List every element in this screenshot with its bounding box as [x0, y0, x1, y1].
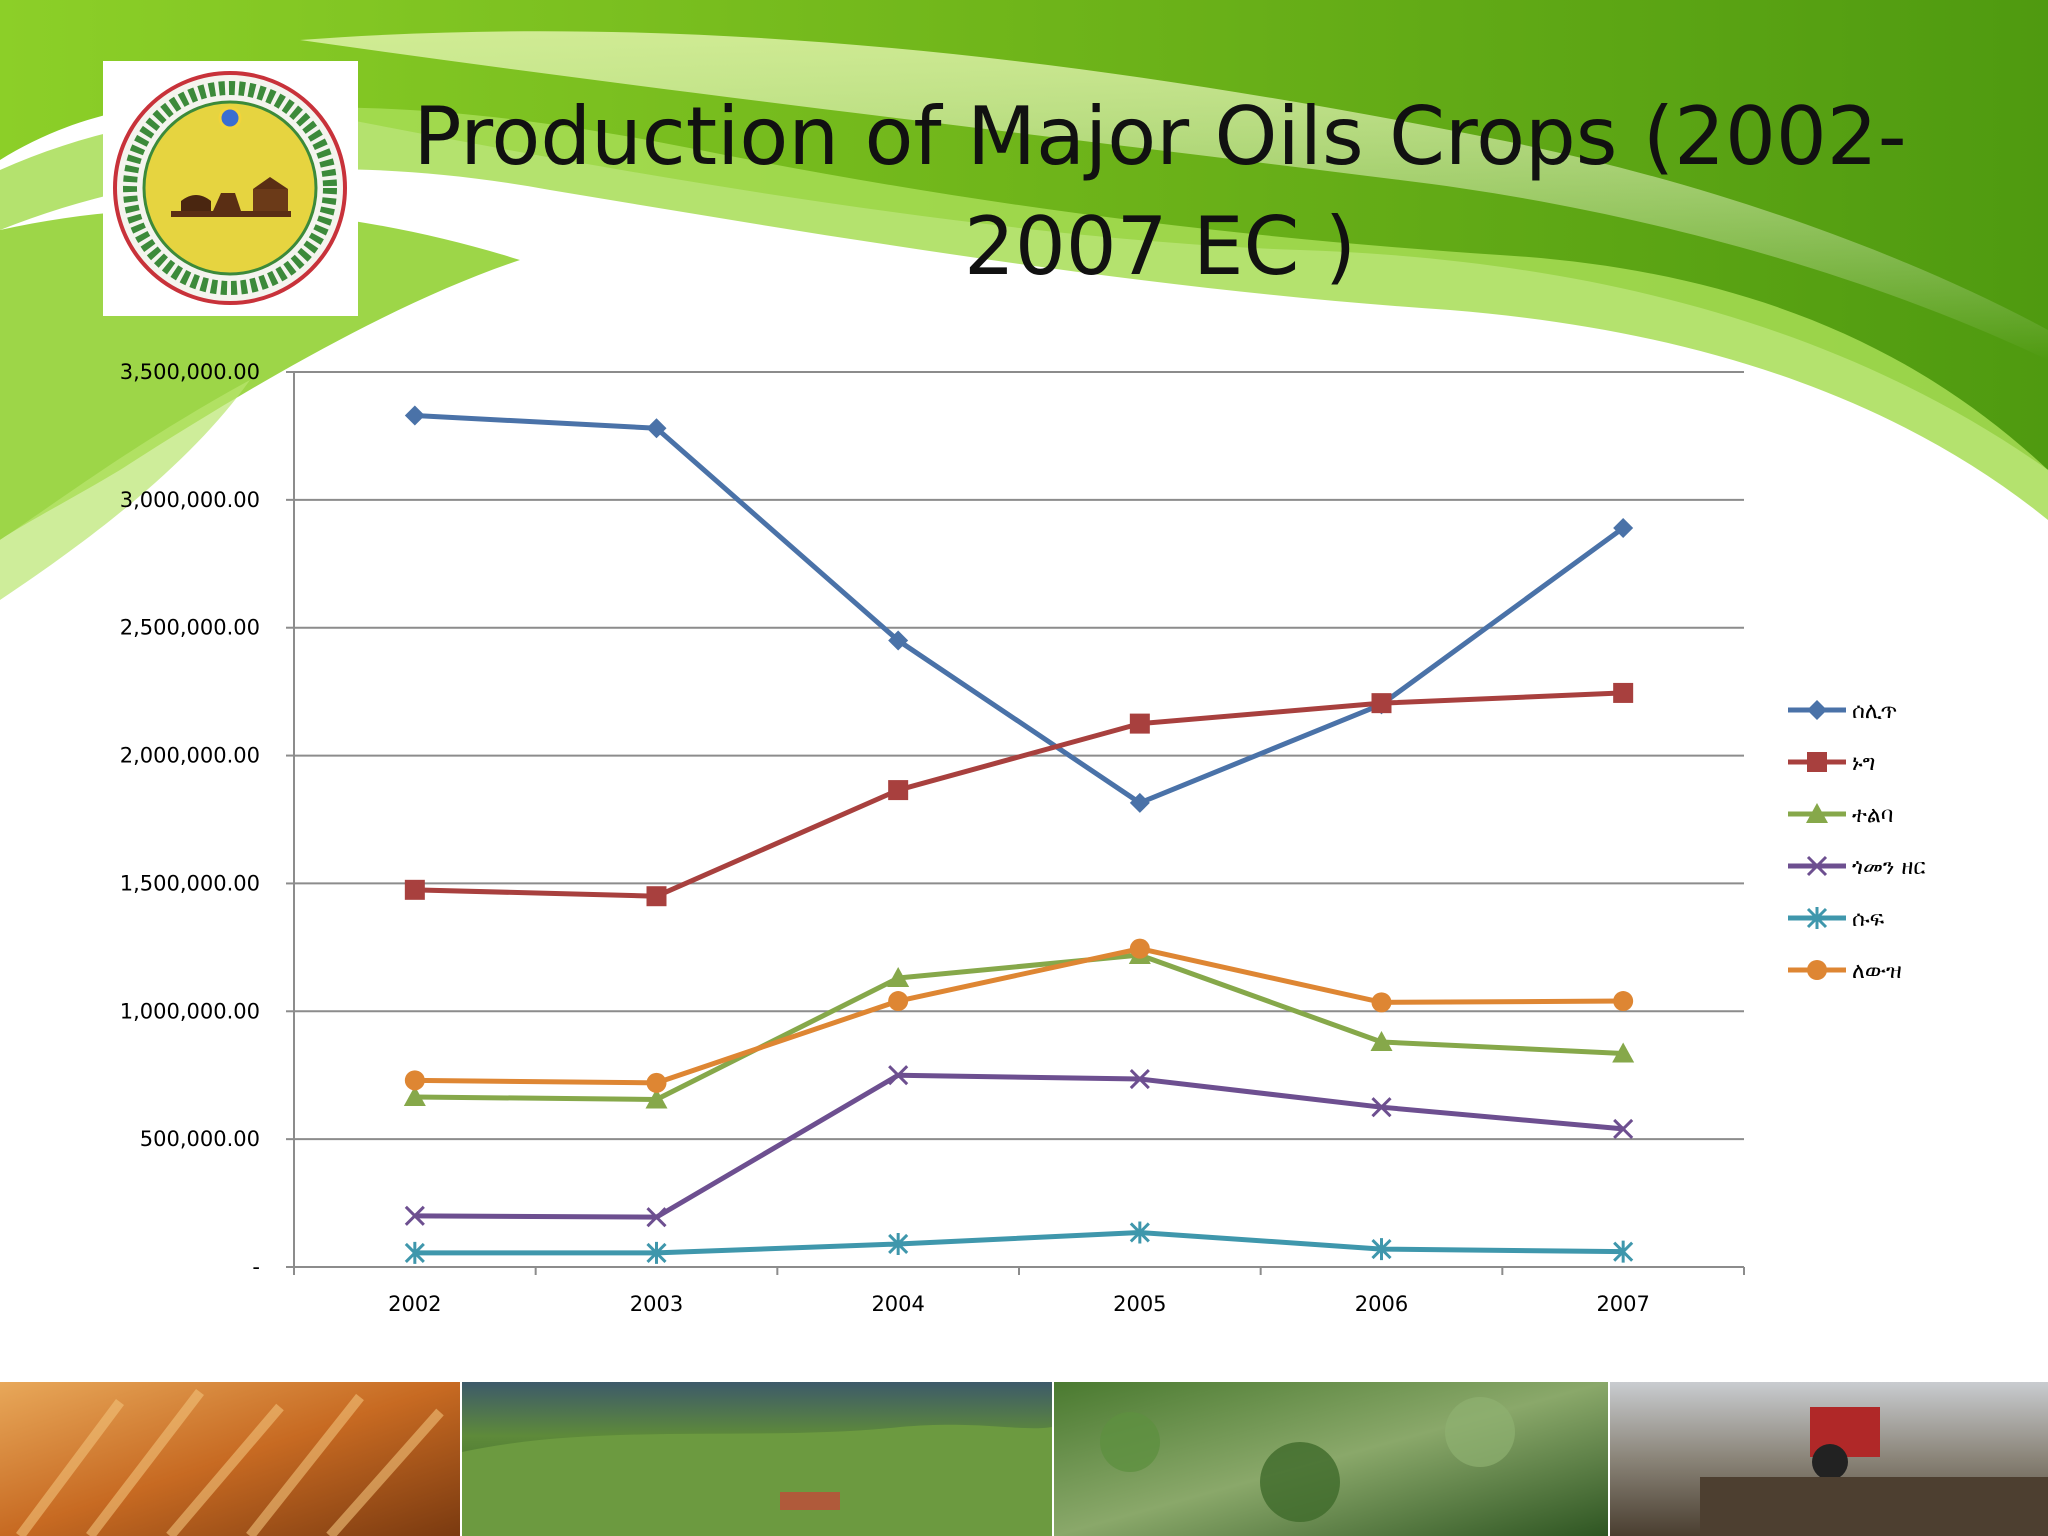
data-point	[1613, 682, 1634, 703]
data-point	[646, 886, 667, 907]
data-point	[404, 1070, 425, 1091]
ministry-seal-icon	[113, 71, 347, 305]
legend-marker	[1806, 907, 1828, 929]
legend-marker	[1806, 803, 1828, 823]
x-tick-label: 2006	[1355, 1292, 1408, 1316]
data-point	[403, 1085, 426, 1106]
data-point	[404, 1241, 425, 1264]
data-point	[1371, 1238, 1392, 1261]
slide-title: Production of Major Oils Crops (2002-200…	[413, 90, 1907, 293]
series-6	[404, 938, 1634, 1093]
y-tick-label: 500,000.00	[140, 1127, 260, 1151]
legend-label: ሰሊጥ	[1852, 699, 1897, 724]
data-point	[646, 1072, 667, 1093]
data-point	[1129, 1068, 1150, 1090]
legend-marker	[1806, 855, 1828, 877]
data-point	[1129, 713, 1150, 734]
series-line	[414, 952, 1624, 1103]
data-point	[1129, 1221, 1150, 1244]
legend-item: ሱፍ	[1788, 907, 1885, 932]
data-point	[1129, 792, 1150, 813]
data-point	[404, 879, 425, 900]
data-point	[1613, 517, 1634, 538]
hills-photo	[462, 1382, 1052, 1536]
series-1	[404, 405, 1634, 813]
data-point	[404, 1205, 425, 1226]
x-tick-label: 2005	[1113, 1292, 1166, 1316]
legend-item: ኑግ	[1788, 751, 1875, 776]
legend-marker	[1807, 752, 1827, 772]
data-point	[1129, 938, 1150, 959]
legend-item: ሰሊጥ	[1788, 699, 1897, 724]
legend-label: ኑግ	[1852, 751, 1875, 776]
data-point	[1371, 992, 1392, 1013]
y-tick-label: 1,000,000.00	[120, 999, 260, 1023]
y-tick-label: 3,000,000.00	[120, 488, 260, 512]
series-2	[404, 682, 1634, 907]
legend-marker	[1807, 960, 1827, 980]
series-line	[414, 690, 1624, 899]
data-point	[1613, 1240, 1634, 1263]
series-lines	[403, 405, 1635, 1264]
data-point	[646, 1241, 667, 1264]
data-point	[1613, 991, 1634, 1012]
legend-item: ተልባ	[1788, 803, 1893, 828]
legend-label: ለውዝ	[1852, 959, 1902, 984]
data-point	[888, 1232, 909, 1255]
axes: - 500,000.00 1,000,000.00 1,500,000.00 2,000…	[120, 360, 1745, 1316]
x-tick-label: 2007	[1596, 1292, 1649, 1316]
legend-item: ለውዝ	[1788, 959, 1902, 984]
series-5	[404, 1221, 1634, 1264]
line-chart: - 500,000.00 1,000,000.00 1,500,000.00 2,000…	[120, 360, 1926, 1316]
legend-label: ሱፍ	[1852, 907, 1885, 932]
data-point	[646, 1207, 667, 1228]
series-line	[414, 1229, 1624, 1256]
series-line	[414, 946, 1624, 1086]
data-point	[1371, 693, 1392, 714]
data-point	[888, 991, 909, 1012]
legend-label: ተልባ	[1852, 803, 1893, 828]
data-point	[887, 967, 910, 988]
data-point	[404, 405, 425, 426]
legend: ሰሊጥ ኑግ ተልባ ጎመን ዘር ሱፍ ለውዝ	[1788, 699, 1926, 984]
ministry-logo	[103, 61, 358, 316]
data-point	[888, 780, 909, 801]
series-3	[403, 944, 1635, 1109]
wheat-photo	[0, 1382, 460, 1536]
y-tick-label: 1,500,000.00	[120, 871, 260, 895]
x-tick-label: 2004	[871, 1292, 924, 1316]
data-point	[1612, 1042, 1635, 1063]
tractor-photo	[1610, 1382, 2048, 1536]
y-tick-label: 3,500,000.00	[120, 360, 260, 384]
series-line	[414, 1072, 1624, 1220]
y-tick-label: 2,500,000.00	[120, 616, 260, 640]
legend-marker	[1807, 700, 1827, 720]
data-point	[645, 1088, 668, 1109]
coffee-leaves-photo	[1054, 1382, 1608, 1536]
data-point	[646, 418, 667, 439]
x-tick-label: 2003	[630, 1292, 683, 1316]
series-line	[414, 412, 1625, 806]
y-tick-label: 2,000,000.00	[120, 744, 260, 768]
data-point	[1370, 1030, 1393, 1051]
series-4	[404, 1065, 1634, 1228]
data-point	[1371, 1097, 1392, 1118]
photo-strip	[0, 1382, 2048, 1536]
y-tick-label: -	[252, 1255, 260, 1279]
x-tick-label: 2002	[388, 1292, 441, 1316]
legend-label: ጎመን ዘር	[1852, 855, 1926, 880]
data-point	[888, 630, 909, 651]
data-point	[1613, 1118, 1634, 1139]
legend-item: ጎመን ዘር	[1788, 855, 1926, 880]
data-point	[888, 1065, 909, 1086]
